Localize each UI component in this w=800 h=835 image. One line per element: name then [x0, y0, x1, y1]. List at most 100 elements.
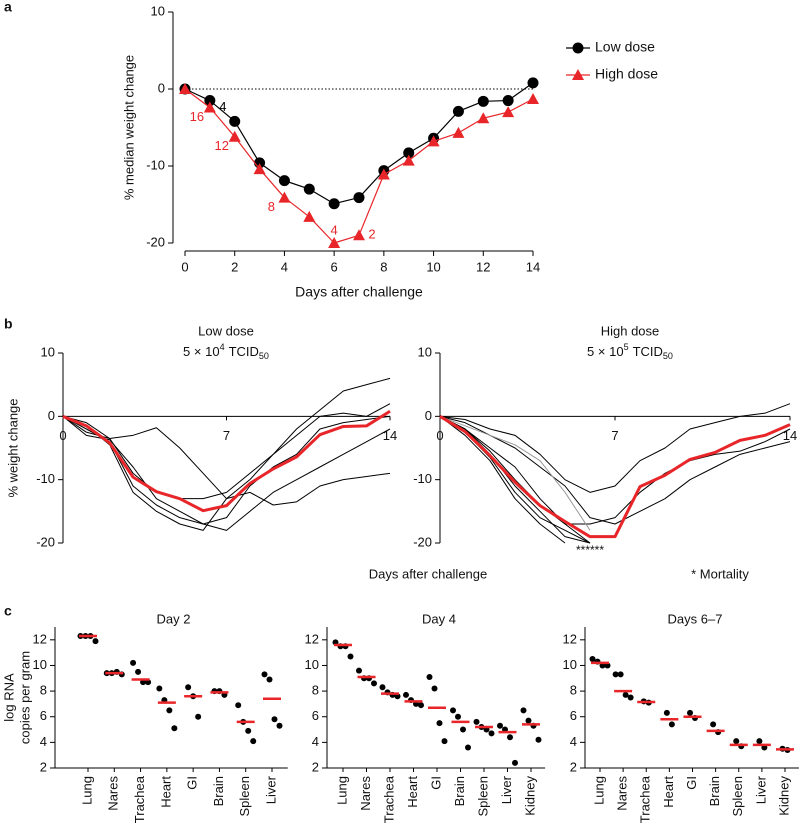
point: [266, 676, 273, 683]
x-tick-label: Kidney: [522, 776, 537, 816]
point: [520, 707, 527, 714]
x-tick-label: Heart: [405, 776, 420, 808]
point: [465, 744, 471, 751]
x-tick-label: 2: [231, 259, 238, 274]
point-label: 12: [214, 138, 228, 153]
chart-title: Low dose: [198, 323, 254, 338]
subtitle-sup: 5: [624, 342, 629, 352]
point: [403, 691, 409, 698]
point: [477, 112, 490, 124]
x-tick-label: 7: [223, 428, 230, 443]
x-tick-label: Liver: [753, 775, 768, 804]
point: [130, 659, 137, 666]
point: [663, 709, 670, 716]
point: [261, 671, 268, 678]
series-line: [439, 415, 791, 525]
x-tick-label: GI: [684, 776, 699, 790]
legend-label: High dose: [595, 66, 658, 82]
series-line: [439, 415, 591, 544]
y-tick-label: 4: [312, 734, 319, 749]
point-label: 2: [368, 227, 375, 242]
point: [356, 667, 362, 674]
point: [687, 709, 693, 716]
series-line: [439, 415, 566, 544]
point: [347, 653, 354, 660]
x-tick-label: 12: [476, 259, 490, 274]
x-tick-label: Liver: [499, 775, 514, 804]
y-tick-label: 12: [563, 631, 577, 646]
point: [185, 684, 192, 691]
x-tick-label: 14: [526, 259, 540, 274]
x-tick-label: 0: [181, 259, 188, 274]
subtitle-sub: 50: [259, 351, 269, 361]
point: [235, 702, 242, 709]
point: [250, 738, 257, 745]
point-label: 8: [268, 199, 275, 214]
panel-label: a: [4, 0, 12, 15]
y-tick-label: 4: [570, 734, 577, 749]
x-tick-label: 0: [436, 428, 443, 443]
point: [278, 175, 290, 187]
point-label: 4: [331, 222, 338, 237]
x-tick-label: Spleen: [475, 776, 490, 816]
point: [460, 726, 466, 733]
point: [171, 725, 178, 732]
x-tick-label: 0: [59, 428, 66, 443]
subtitle-sup: 4: [220, 342, 225, 352]
point: [328, 198, 340, 210]
point: [156, 685, 163, 692]
point: [426, 673, 433, 680]
point: [617, 671, 624, 678]
series-line: [439, 415, 791, 525]
y-tick-label: -20: [413, 534, 432, 549]
series-line: [62, 415, 391, 531]
point: [612, 671, 619, 678]
point: [203, 101, 216, 113]
x-tick-label: Spleen: [730, 776, 745, 816]
legend-marker: [572, 42, 584, 54]
point: [402, 154, 415, 166]
x-tick-label: Kidney: [776, 776, 791, 816]
y-tick-label: -20: [146, 234, 165, 249]
point: [589, 656, 596, 663]
series-line: [439, 415, 591, 531]
point: [488, 730, 495, 737]
point: [92, 638, 99, 645]
x-tick-label: Nares: [615, 776, 630, 811]
x-tick-label: Brain: [211, 776, 226, 806]
y-tick-label: 8: [570, 683, 577, 698]
x-tick-label: Nares: [106, 776, 121, 811]
point: [431, 685, 438, 692]
subtitle-unit: TCID: [633, 344, 663, 359]
y-tick-label: -10: [36, 471, 55, 486]
point: [228, 130, 241, 142]
point: [418, 702, 424, 709]
y-tick-label: 8: [40, 683, 47, 698]
series-line: [439, 403, 791, 493]
series-line: [439, 415, 791, 539]
point: [276, 722, 283, 729]
panel-label: c: [4, 603, 12, 619]
chart-title: Days 6–7: [668, 611, 723, 626]
x-tick-label: Nares: [358, 776, 373, 811]
point: [756, 738, 763, 745]
x-tick-label: Trachea: [638, 775, 653, 823]
chart-subtitle: 5 × 105 TCID50: [587, 342, 673, 361]
point: [328, 237, 341, 248]
x-tick-label: Liver: [263, 775, 278, 804]
x-tick-label: 4: [281, 259, 288, 274]
point: [303, 183, 315, 195]
y-tick-label: -10: [146, 157, 165, 172]
y-tick-label: 10: [563, 657, 577, 672]
series-line: [62, 403, 391, 500]
point: [195, 713, 202, 720]
y-tick-label: 0: [48, 408, 55, 423]
point: [507, 734, 513, 741]
point: [245, 727, 252, 734]
x-axis-label: Days after challenge: [369, 566, 488, 581]
mortality-note: * Mortality: [691, 566, 749, 581]
x-tick-label: 6: [331, 259, 338, 274]
point: [441, 738, 448, 745]
point: [278, 191, 291, 203]
x-tick-label: Lung: [334, 776, 349, 805]
